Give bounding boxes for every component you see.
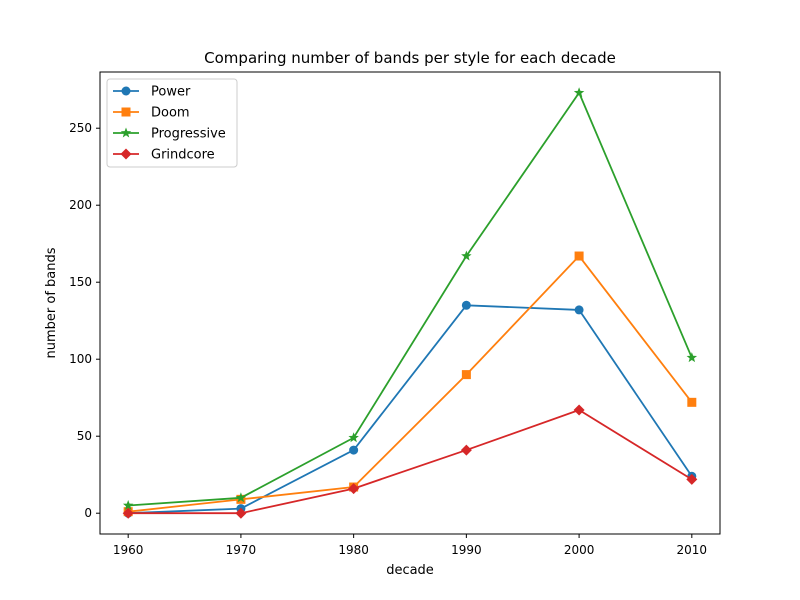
y-tick-label: 150 [69,275,92,289]
x-axis-ticks: 1960 1970 1980 1990 2000 2010 [113,534,707,557]
legend-label-doom: Doom [151,106,190,121]
data-point-power [349,445,359,455]
series-line-power [128,304,693,515]
y-tick-label: 0 [84,506,92,520]
legend-entry-grindcore: Grindcore [113,148,215,163]
legend: Power Doom Progressive Grindcore [106,78,238,168]
y-axis-label: number of bands [44,247,59,358]
data-point-progressive [686,352,698,363]
data-point-doom [574,251,584,261]
series-power [123,300,697,518]
legend-marker-progressive [120,127,132,138]
data-point-doom [461,370,471,380]
series-line-progressive [128,90,693,507]
legend-entry-progressive: Progressive [113,127,226,142]
series-grindcore [122,404,698,519]
data-point-progressive [122,500,134,510]
x-tick-label: 1960 [113,543,144,557]
x-tick-label: 2010 [677,543,708,557]
legend-marker-power [121,86,131,96]
data-point-grindcore [686,473,698,485]
x-tick-label: 1990 [451,543,482,557]
data-point-grindcore [573,404,585,416]
legend-box [106,78,238,168]
data-point-progressive [573,87,585,98]
x-tick-label: 1980 [338,543,369,557]
legend-label-power: Power [151,85,191,100]
legend-marker-doom [121,107,131,117]
legend-label-progressive: Progressive [151,127,226,142]
legend-marker-grindcore [120,148,132,160]
data-point-grindcore [460,444,472,456]
data-point-grindcore [122,507,134,519]
legend-entry-power: Power [113,85,191,100]
data-point-progressive [348,432,359,443]
data-point-grindcore [235,507,247,519]
data-point-power [574,305,584,315]
x-tick-label: 2000 [564,543,595,557]
series-layer [122,87,698,519]
series-progressive [122,87,698,510]
plot-frame [99,71,721,535]
series-doom [123,251,697,517]
y-tick-label: 250 [69,121,92,135]
data-point-power [461,300,471,310]
series-line-grindcore [128,409,693,515]
data-point-grindcore [348,483,360,495]
legend-label-grindcore: Grindcore [151,148,215,163]
chart-title: Comparing number of bands per style for … [204,49,616,67]
data-point-progressive [235,492,247,503]
series-line-doom [128,254,693,513]
legend-entry-doom: Doom [113,106,190,121]
y-tick-label: 100 [69,352,92,366]
x-axis-label: decade [386,563,434,578]
x-tick-label: 1970 [226,543,257,557]
y-tick-label: 50 [77,429,92,443]
y-axis-ticks: 0 50 100 150 200 250 [69,121,100,520]
data-point-progressive [461,250,472,261]
y-tick-label: 200 [69,198,92,212]
data-point-doom [687,397,697,407]
